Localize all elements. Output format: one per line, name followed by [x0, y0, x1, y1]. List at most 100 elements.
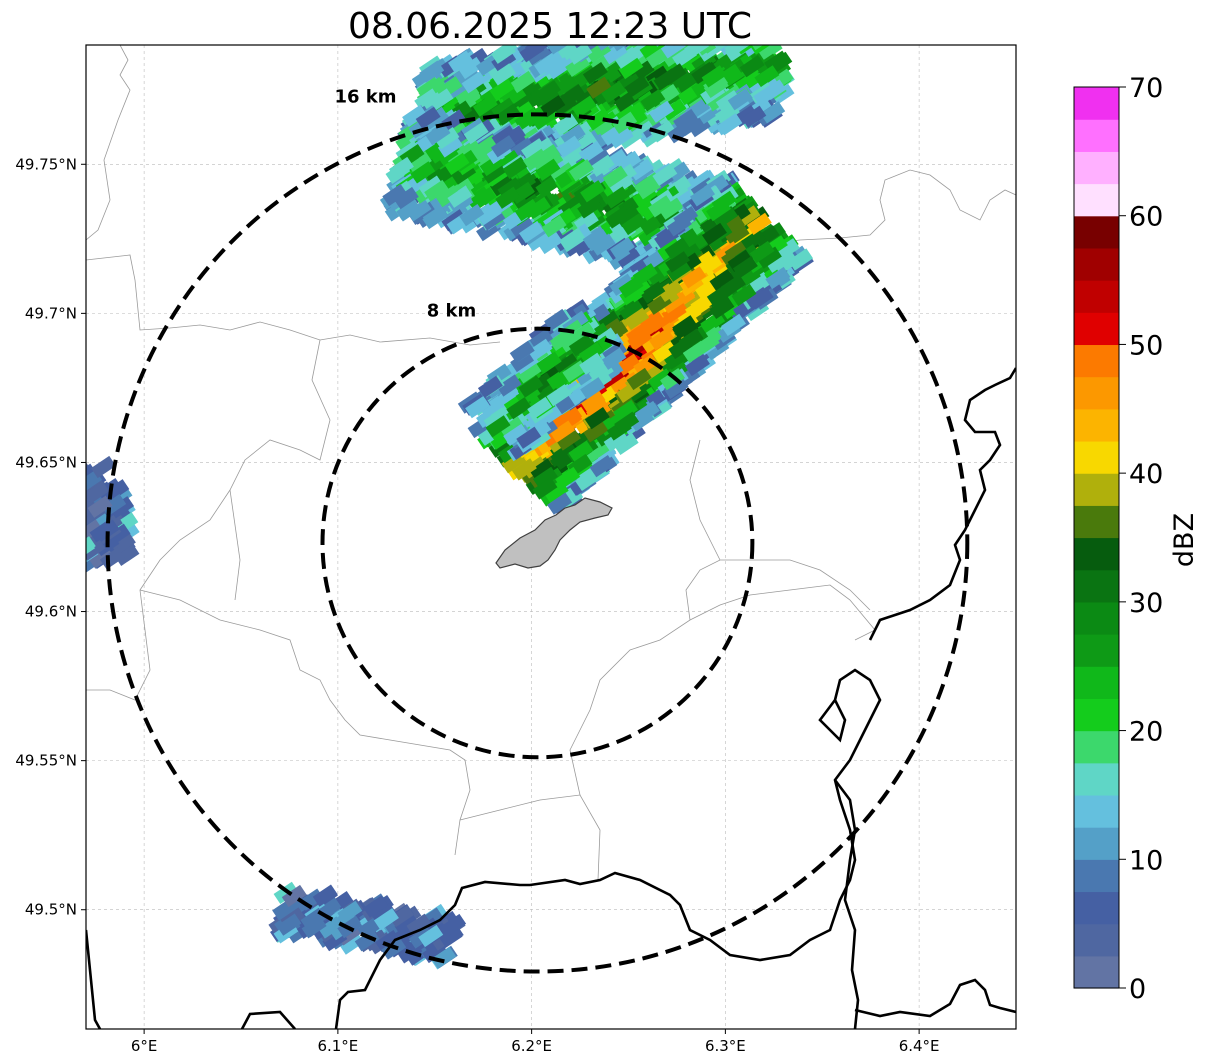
echo-cell	[662, 45, 687, 68]
lon-tick-label: 6°E	[131, 1037, 158, 1055]
echo-cell	[57, 473, 82, 495]
colorbar-swatch	[1074, 344, 1119, 378]
echo-cell	[537, 231, 563, 255]
echo-cell	[741, 105, 767, 128]
colorbar-tick-label: 70	[1129, 73, 1163, 104]
echo-cell	[681, 266, 707, 289]
echo-cell	[608, 173, 634, 196]
colorbar-swatch	[1074, 473, 1119, 506]
colorbar-title: dBZ	[1169, 513, 1200, 567]
echo-cell	[535, 175, 561, 198]
echo-cell	[472, 94, 498, 117]
lat-tick-label: 49.5°N	[25, 901, 77, 919]
echo-cell	[590, 233, 616, 256]
echo-cell	[701, 222, 727, 246]
echo-cell	[86, 463, 97, 486]
echo-cell	[459, 203, 485, 227]
echo-cell	[765, 266, 791, 290]
echo-cell	[422, 206, 448, 230]
echo-cell	[560, 227, 586, 250]
echo-cell	[703, 75, 729, 99]
echo-cell	[614, 411, 640, 434]
echo-cell	[532, 466, 558, 489]
echo-cell	[684, 45, 710, 59]
echo-cell	[754, 65, 780, 88]
colorbar-swatch	[1074, 601, 1119, 635]
echo-cell	[547, 492, 573, 515]
echo-cell	[276, 913, 302, 936]
echo-cell	[318, 916, 344, 939]
echo-cell	[549, 328, 575, 351]
range-ring-labels: 8 km 16 km	[334, 86, 476, 321]
echo-cell	[373, 908, 399, 931]
colorbar-swatch	[1074, 215, 1119, 249]
echo-cell	[425, 123, 451, 146]
echo-cell	[491, 63, 517, 86]
echo-cell	[748, 45, 774, 47]
echo-cell	[406, 913, 432, 936]
echo-cell	[490, 45, 516, 64]
echo-cell	[495, 385, 521, 409]
echo-cell	[627, 328, 653, 351]
echo-cell	[603, 429, 629, 452]
echo-cell	[410, 161, 436, 184]
colorbar-swatch	[1074, 312, 1119, 346]
echo-cell	[312, 884, 338, 907]
echo-cell	[560, 84, 586, 107]
colorbar-swatch	[1074, 87, 1119, 120]
echo-cell	[666, 259, 692, 282]
city-of-luxembourg-shape	[495, 497, 613, 569]
echo-cell	[89, 520, 115, 543]
echo-cell	[541, 215, 567, 238]
echo-cell	[757, 45, 783, 61]
echo-cell	[586, 108, 611, 131]
echo-cell	[523, 148, 549, 171]
colorbar-swatch	[1074, 537, 1119, 571]
echo-cell	[86, 469, 103, 493]
echo-cell	[578, 140, 604, 163]
map-frame	[85, 44, 1017, 1030]
echo-cell	[546, 57, 572, 80]
echo-cell	[609, 273, 635, 296]
echo-cell	[509, 340, 535, 364]
echo-cell	[673, 205, 699, 229]
echo-cell	[554, 353, 580, 376]
echo-cell	[608, 247, 634, 271]
echo-cell	[731, 283, 757, 307]
echo-cell	[435, 184, 461, 208]
echo-cell	[447, 185, 473, 208]
echo-cell	[604, 186, 630, 209]
echo-cell	[491, 97, 516, 120]
echo-cell	[718, 45, 743, 57]
lon-tick-label: 6.2°E	[511, 1037, 552, 1055]
echo-cell	[568, 440, 594, 463]
echo-cell	[756, 246, 782, 269]
echo-cell	[664, 237, 690, 260]
range-ring-16km	[105, 112, 970, 974]
colorbar-swatch	[1074, 569, 1119, 603]
echo-cell	[510, 70, 536, 94]
echo-cell	[584, 322, 610, 346]
colorbar-swatch	[1074, 376, 1119, 410]
colorbar-tick-label: 20	[1129, 717, 1163, 748]
echo-cell	[86, 500, 97, 523]
echo-cell	[624, 307, 650, 330]
echo-cell	[529, 458, 555, 481]
echo-cell	[601, 347, 627, 370]
echo-cell	[535, 80, 561, 103]
colorbar-tick-label: 0	[1129, 974, 1146, 1005]
echo-cell	[463, 121, 489, 145]
echo-cell	[749, 240, 775, 264]
echo-cell	[581, 225, 607, 248]
echo-cell	[339, 932, 365, 955]
echo-cell	[582, 62, 608, 85]
colorbar-swatch	[1074, 923, 1119, 957]
echo-cell	[579, 352, 605, 375]
echo-cell	[533, 53, 559, 76]
echo-cell	[526, 229, 552, 252]
echo-cell	[750, 17, 775, 39]
echo-cell	[86, 510, 88, 534]
echo-cell	[388, 156, 414, 180]
echo-cell	[580, 390, 606, 413]
echo-cell	[721, 245, 747, 268]
